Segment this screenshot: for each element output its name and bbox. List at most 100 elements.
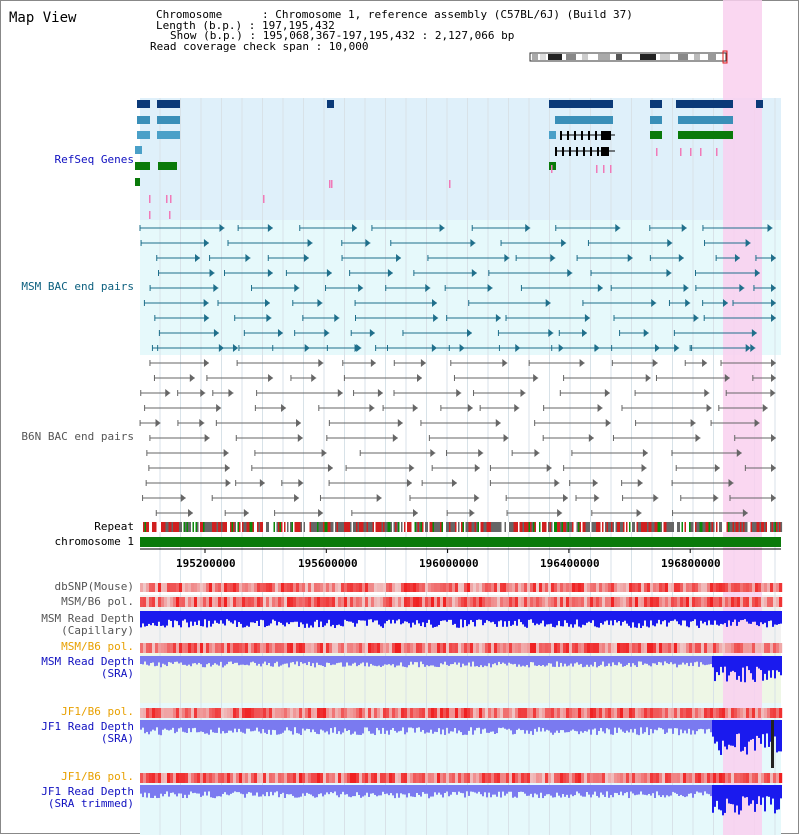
depth-bar: [748, 785, 750, 806]
repeat-segment: [557, 522, 559, 532]
depth-bar: [650, 656, 652, 667]
heat-cell: [221, 583, 225, 592]
repeat-segment: [617, 522, 619, 532]
heat-cell: [731, 643, 735, 653]
repeat-segment: [314, 522, 316, 532]
heat-cell: [266, 773, 270, 783]
depth-bar: [758, 720, 760, 739]
repeat-segment: [714, 522, 717, 532]
depth-bar: [166, 656, 168, 667]
depth-bar: [660, 720, 662, 729]
heat-cell: [332, 583, 336, 592]
depth-bar: [232, 720, 234, 733]
heat-cell: [203, 643, 207, 653]
gene-exon: [597, 147, 599, 156]
heat-cell: [743, 597, 747, 607]
depth-bar: [582, 656, 584, 668]
depth-bar: [688, 785, 690, 794]
depth-bar: [324, 720, 326, 733]
repeat-segment: [533, 522, 535, 532]
heat-cell: [623, 643, 627, 653]
heat-cell: [644, 597, 648, 607]
track-label-refseq[interactable]: RefSeq Genes: [54, 153, 134, 166]
heat-cell: [365, 583, 369, 592]
heat-cell: [476, 583, 480, 592]
repeat-segment: [764, 522, 766, 532]
repeat-segment: [755, 522, 757, 532]
depth-bar: [568, 611, 570, 627]
depth-bar: [402, 785, 404, 795]
depth-bar: [534, 656, 536, 666]
track-label-b6n-bac[interactable]: B6N BAC end pairs: [21, 430, 134, 443]
repeat-segment: [369, 522, 372, 532]
heat-cell: [263, 643, 267, 653]
track-label-msm-depth-sra-sub: (SRA): [100, 667, 134, 680]
heat-cell: [461, 708, 465, 718]
depth-bar: [226, 656, 228, 665]
heat-cell: [224, 597, 228, 607]
depth-bar: [202, 656, 204, 668]
depth-bar: [428, 720, 430, 733]
heat-cell: [218, 708, 222, 718]
depth-bar: [442, 785, 444, 798]
msm-bac-pair: [267, 224, 273, 232]
heat-cell: [668, 773, 672, 783]
depth-bar: [636, 785, 638, 795]
repeat-segment: [428, 522, 430, 532]
heat-cell: [584, 708, 588, 718]
heat-cell: [623, 708, 627, 718]
repeat-segment: [414, 522, 417, 532]
repeat-segment: [360, 522, 363, 532]
heat-cell: [344, 583, 348, 592]
depth-bar: [740, 611, 742, 621]
heat-cell: [230, 583, 234, 592]
heat-cell: [350, 708, 354, 718]
heat-cell: [701, 597, 705, 607]
heat-cell: [317, 773, 321, 783]
repeat-segment: [543, 522, 546, 532]
track-label-msm-bac[interactable]: MSM BAC end pairs: [21, 280, 134, 293]
depth-bar: [738, 720, 740, 734]
depth-bar: [242, 720, 244, 733]
repeat-segment: [621, 522, 624, 532]
heat-cell: [260, 583, 264, 592]
depth-bar: [342, 611, 344, 627]
heat-cell: [509, 583, 513, 592]
repeat-segment: [599, 522, 601, 532]
depth-bar: [260, 720, 262, 734]
heat-cell: [383, 708, 387, 718]
depth-bar: [576, 720, 578, 732]
heat-cell: [341, 643, 345, 653]
repeat-segment: [615, 522, 618, 532]
depth-bar: [488, 611, 490, 622]
depth-bar: [228, 785, 230, 796]
depth-bar: [614, 656, 616, 665]
repeat-segment: [773, 522, 775, 532]
repeat-segment: [635, 522, 637, 532]
depth-bar: [304, 656, 306, 664]
depth-bar: [728, 656, 730, 676]
depth-bar: [576, 785, 578, 792]
depth-bar: [622, 785, 624, 796]
depth-bar: [140, 656, 142, 664]
repeat-segment: [515, 522, 517, 532]
heat-cell: [146, 583, 150, 592]
heat-cell: [539, 708, 543, 718]
heat-cell: [296, 773, 300, 783]
depth-bar: [178, 785, 180, 794]
depth-bar: [468, 611, 470, 625]
repeat-segment: [146, 522, 148, 532]
repeat-segment: [563, 522, 565, 532]
depth-bar: [746, 656, 748, 667]
gene-exon: [601, 131, 609, 140]
heat-cell: [170, 643, 174, 653]
repeat-segment: [774, 522, 777, 532]
heat-cell: [422, 708, 426, 718]
heat-cell: [491, 708, 495, 718]
depth-bar: [778, 720, 780, 752]
heat-cell: [344, 643, 348, 653]
heat-cell: [449, 708, 453, 718]
depth-bar: [726, 720, 728, 750]
heat-cell: [737, 583, 741, 592]
